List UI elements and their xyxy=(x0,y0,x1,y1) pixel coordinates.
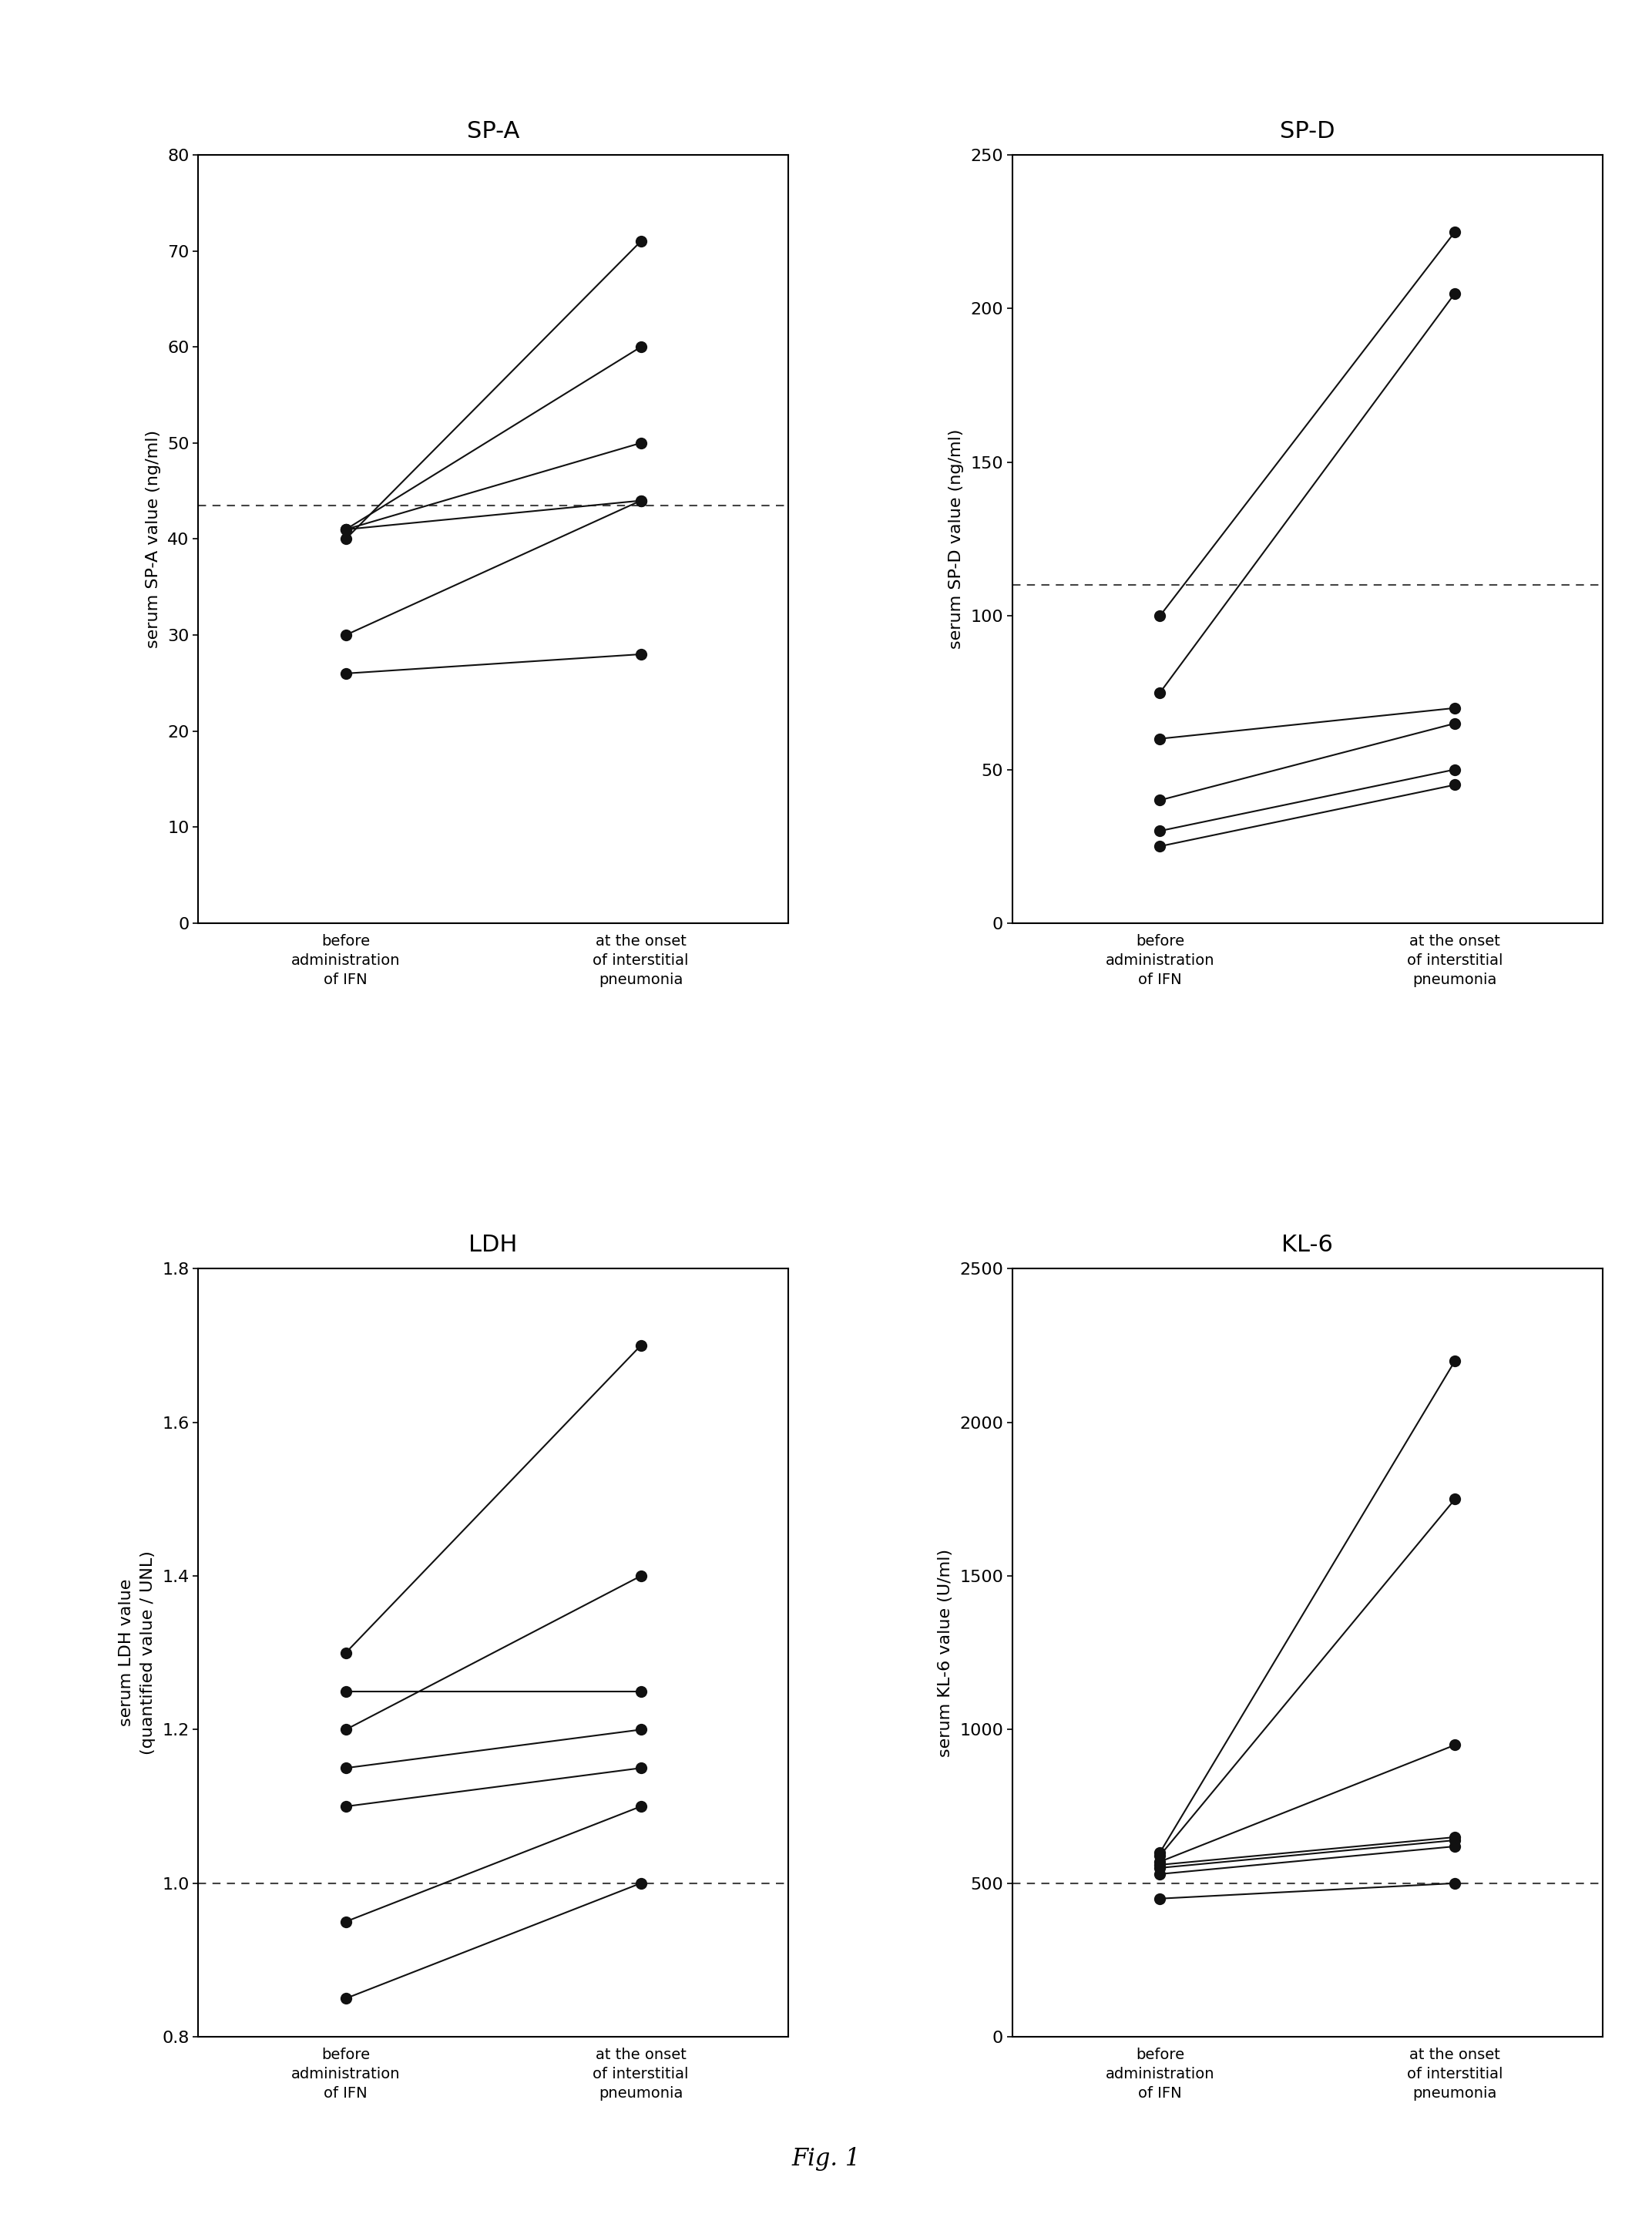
Title: KL-6: KL-6 xyxy=(1282,1233,1333,1255)
Title: LDH: LDH xyxy=(469,1233,517,1255)
Title: SP-A: SP-A xyxy=(468,120,520,142)
Title: SP-D: SP-D xyxy=(1280,120,1335,142)
Y-axis label: serum LDH value
(quantified value / UNL): serum LDH value (quantified value / UNL) xyxy=(119,1550,155,1756)
Y-axis label: serum SP-D value (ng/ml): serum SP-D value (ng/ml) xyxy=(948,430,965,649)
Y-axis label: serum SP-A value (ng/ml): serum SP-A value (ng/ml) xyxy=(145,430,160,649)
Text: Fig. 1: Fig. 1 xyxy=(791,2148,861,2170)
Y-axis label: serum KL-6 value (U/ml): serum KL-6 value (U/ml) xyxy=(938,1550,953,1758)
